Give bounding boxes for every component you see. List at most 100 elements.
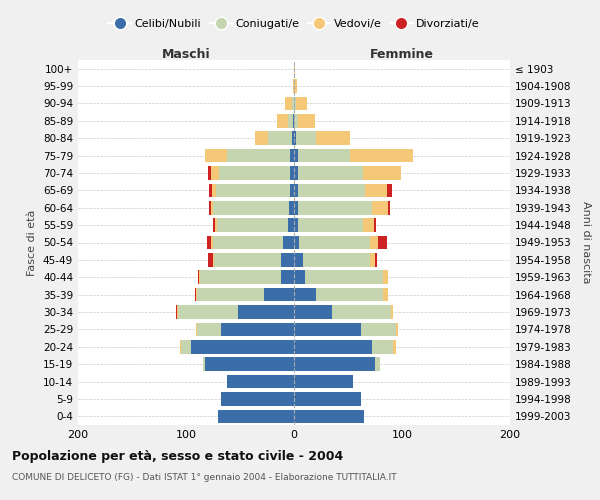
Bar: [293, 80, 294, 93]
Bar: [238, 305, 294, 319]
Bar: [205, 358, 294, 371]
Bar: [199, 270, 200, 284]
Bar: [227, 375, 294, 388]
Bar: [294, 201, 298, 214]
Bar: [298, 149, 350, 162]
Bar: [281, 270, 294, 284]
Bar: [211, 166, 220, 180]
Bar: [363, 218, 374, 232]
Bar: [213, 218, 215, 232]
Bar: [212, 184, 216, 197]
Bar: [365, 184, 387, 197]
Bar: [293, 114, 294, 128]
Bar: [290, 184, 294, 197]
Bar: [383, 270, 388, 284]
Bar: [363, 166, 401, 180]
Bar: [213, 236, 283, 250]
Bar: [370, 253, 375, 266]
Bar: [294, 114, 298, 128]
Bar: [179, 340, 181, 353]
Bar: [194, 288, 196, 302]
Bar: [283, 236, 294, 250]
Bar: [294, 288, 316, 302]
Bar: [290, 166, 294, 180]
Bar: [220, 166, 290, 180]
Bar: [292, 96, 294, 110]
Bar: [374, 218, 376, 232]
Bar: [215, 218, 217, 232]
Bar: [178, 305, 238, 319]
Bar: [395, 322, 398, 336]
Bar: [290, 149, 294, 162]
Bar: [227, 149, 290, 162]
Bar: [281, 253, 294, 266]
Bar: [387, 184, 392, 197]
Bar: [268, 132, 292, 145]
Bar: [264, 288, 294, 302]
Text: Maschi: Maschi: [161, 48, 211, 61]
Bar: [214, 253, 281, 266]
Bar: [296, 96, 307, 110]
Bar: [209, 184, 212, 197]
Bar: [316, 132, 350, 145]
Bar: [294, 96, 296, 110]
Bar: [383, 288, 388, 302]
Bar: [208, 166, 211, 180]
Bar: [197, 322, 221, 336]
Bar: [372, 340, 394, 353]
Bar: [181, 340, 191, 353]
Bar: [294, 184, 298, 197]
Bar: [211, 201, 213, 214]
Bar: [203, 358, 205, 371]
Bar: [388, 201, 390, 214]
Bar: [350, 149, 413, 162]
Bar: [294, 253, 302, 266]
Bar: [294, 305, 332, 319]
Bar: [370, 236, 378, 250]
Bar: [294, 392, 361, 406]
Bar: [196, 288, 197, 302]
Bar: [375, 358, 380, 371]
Bar: [361, 322, 395, 336]
Bar: [298, 218, 363, 232]
Bar: [213, 253, 214, 266]
Bar: [294, 149, 298, 162]
Bar: [200, 270, 281, 284]
Bar: [294, 270, 305, 284]
Bar: [305, 270, 383, 284]
Bar: [294, 340, 372, 353]
Bar: [255, 132, 268, 145]
Bar: [299, 236, 370, 250]
Bar: [213, 201, 289, 214]
Bar: [198, 270, 199, 284]
Bar: [372, 201, 388, 214]
Y-axis label: Fasce di età: Fasce di età: [28, 210, 37, 276]
Bar: [302, 253, 370, 266]
Bar: [292, 132, 294, 145]
Bar: [294, 358, 375, 371]
Bar: [221, 322, 294, 336]
Bar: [298, 201, 372, 214]
Text: COMUNE DI DELICETO (FG) - Dati ISTAT 1° gennaio 2004 - Elaborazione TUTTITALIA.I: COMUNE DI DELICETO (FG) - Dati ISTAT 1° …: [12, 472, 397, 482]
Bar: [197, 288, 264, 302]
Bar: [286, 96, 292, 110]
Bar: [378, 236, 387, 250]
Bar: [294, 322, 361, 336]
Bar: [294, 218, 298, 232]
Bar: [196, 322, 197, 336]
Bar: [294, 410, 364, 423]
Bar: [287, 114, 293, 128]
Bar: [294, 80, 297, 93]
Y-axis label: Anni di nascita: Anni di nascita: [581, 201, 591, 284]
Bar: [298, 184, 365, 197]
Bar: [298, 166, 363, 180]
Bar: [216, 184, 290, 197]
Bar: [294, 62, 295, 76]
Bar: [294, 166, 298, 180]
Bar: [294, 236, 299, 250]
Bar: [205, 149, 227, 162]
Bar: [287, 218, 294, 232]
Bar: [176, 305, 178, 319]
Bar: [277, 114, 287, 128]
Bar: [208, 253, 213, 266]
